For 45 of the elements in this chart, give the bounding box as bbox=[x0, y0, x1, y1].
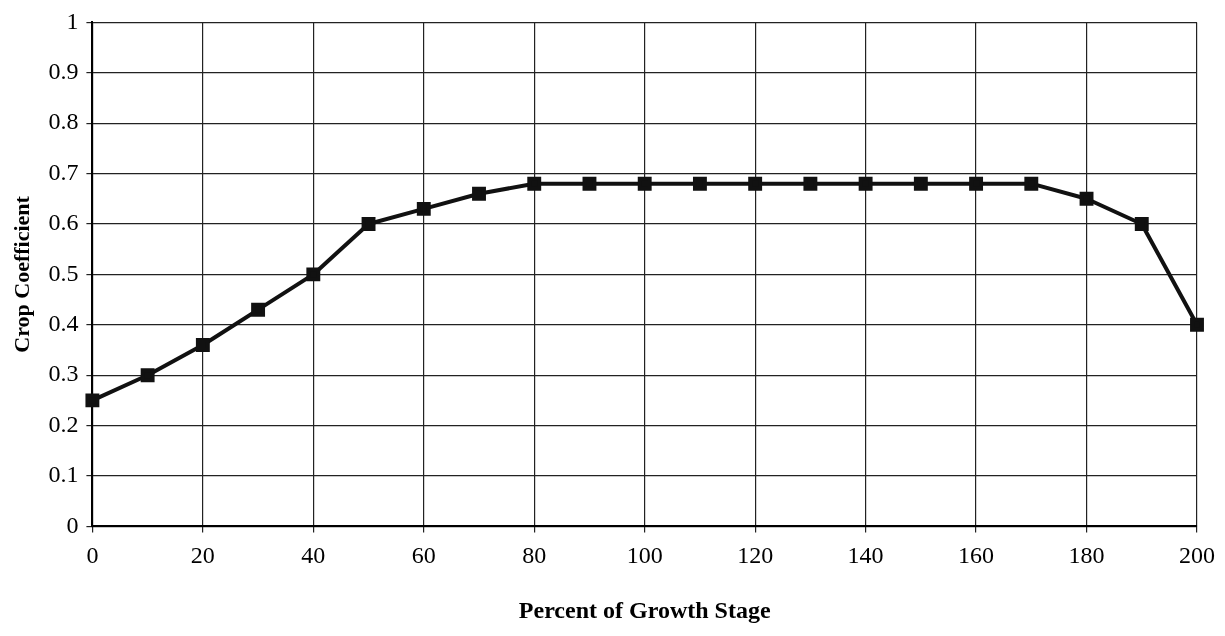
point bbox=[969, 176, 984, 191]
point bbox=[306, 267, 321, 282]
point bbox=[1079, 191, 1094, 206]
y-tick-label: 0.6 bbox=[48, 209, 79, 236]
y-tick-label: 0.7 bbox=[48, 158, 79, 185]
y-tick-label: 0.4 bbox=[48, 310, 79, 337]
x-tick-label: 0 bbox=[86, 542, 99, 569]
x-tick-label: 80 bbox=[522, 542, 547, 569]
point bbox=[85, 393, 100, 408]
point bbox=[1190, 317, 1204, 332]
point bbox=[692, 176, 707, 191]
x-tick-label: 40 bbox=[301, 542, 326, 569]
point bbox=[1024, 176, 1039, 191]
point bbox=[748, 176, 763, 191]
point bbox=[416, 201, 431, 216]
point bbox=[913, 176, 928, 191]
x-tick-label: 180 bbox=[1068, 542, 1105, 569]
point bbox=[140, 368, 155, 383]
y-axis-title: Crop Coefficient bbox=[8, 195, 34, 353]
y-tick-label: 0.2 bbox=[48, 410, 79, 437]
y-tick-label: 0.3 bbox=[48, 360, 79, 387]
point bbox=[1134, 217, 1149, 231]
y-tick-label: 0.1 bbox=[48, 461, 79, 488]
point bbox=[637, 176, 652, 191]
y-tick-label: 0.9 bbox=[48, 58, 79, 85]
y-tick-label: 0.8 bbox=[48, 108, 79, 135]
point bbox=[582, 176, 597, 191]
point bbox=[361, 217, 376, 231]
x-tick-label: 140 bbox=[847, 542, 884, 569]
x-axis-title: Percent of Growth Stage bbox=[518, 596, 771, 623]
x-tick-label: 120 bbox=[737, 542, 774, 569]
y-tick-label: 0 bbox=[66, 511, 79, 538]
point bbox=[195, 338, 210, 352]
x-tick-label: 200 bbox=[1179, 542, 1215, 569]
point bbox=[472, 186, 486, 201]
point bbox=[858, 176, 873, 191]
x-tick-label: 20 bbox=[190, 542, 215, 569]
x-tick-label: 160 bbox=[958, 542, 995, 569]
point bbox=[251, 302, 266, 317]
point bbox=[803, 176, 818, 191]
y-tick-label: 1 bbox=[66, 7, 79, 34]
y-tick-label: 0.5 bbox=[48, 259, 79, 286]
point bbox=[527, 176, 542, 191]
x-tick-label: 100 bbox=[626, 542, 663, 569]
x-tick-label: 60 bbox=[411, 542, 436, 569]
